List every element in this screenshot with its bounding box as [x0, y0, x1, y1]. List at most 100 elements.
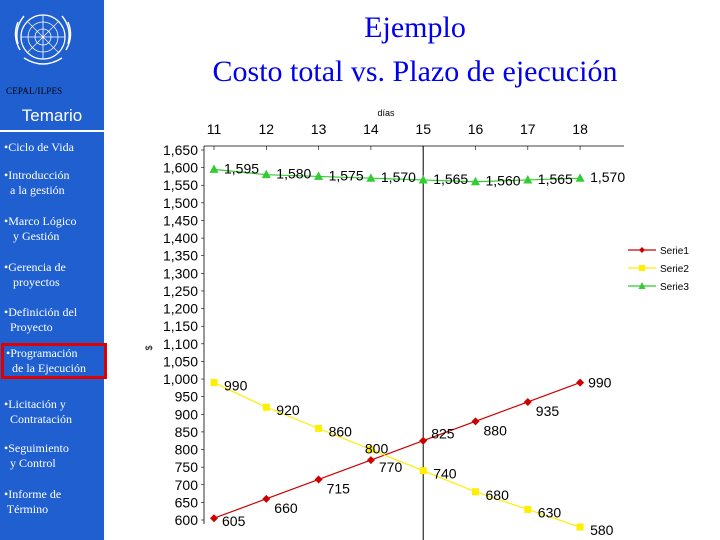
- un-emblem-logo: [14, 14, 72, 65]
- data-label: 860: [329, 423, 353, 439]
- data-point: [209, 164, 219, 173]
- x-axis-title: días: [377, 108, 395, 118]
- y-tick-label: 700: [175, 477, 199, 493]
- x-tick-label: 17: [520, 121, 536, 137]
- sidebar-item-introduccion[interactable]: •Introducción a la gestión: [4, 168, 70, 197]
- legend-marker: [639, 247, 645, 253]
- y-tick-label: 1,600: [163, 160, 198, 176]
- data-label: 920: [276, 402, 300, 418]
- y-tick-label: 800: [175, 442, 199, 458]
- series-line-serie1: [213, 382, 581, 519]
- page-title-line1: Ejemplo: [364, 11, 466, 44]
- x-tick-label: 16: [468, 121, 484, 137]
- data-point: [262, 494, 271, 503]
- data-point: [418, 174, 428, 184]
- sidebar-item-informe[interactable]: •Informe de Término: [4, 487, 62, 516]
- sidebar-item-gerencia[interactable]: •Gerencia de proyectos: [4, 260, 66, 289]
- y-axis-title: $: [144, 345, 154, 350]
- legend-label: Serie2: [660, 264, 689, 275]
- y-tick-label: 600: [175, 512, 199, 528]
- sidebar-heading: Temario: [21, 106, 83, 125]
- data-label: 1,565: [433, 171, 468, 187]
- sidebar-item-marco-logico[interactable]: •Marco Lógico y Gestión: [4, 214, 77, 243]
- sidebar: CEPAL/ILPES Temario •Ciclo de Vida •Intr…: [0, 0, 107, 540]
- data-point: [262, 403, 270, 411]
- y-tick-label: 950: [175, 389, 199, 405]
- x-tick-label: 12: [259, 121, 275, 137]
- x-tick-label: 11: [207, 121, 222, 137]
- y-tick-label: 1,100: [163, 336, 198, 352]
- y-tick-label: 1,550: [163, 177, 198, 193]
- y-tick-label: 750: [175, 459, 199, 475]
- y-tick-label: 1,250: [163, 283, 198, 299]
- data-label: 605: [222, 513, 246, 529]
- y-tick-label: 1,650: [163, 142, 198, 158]
- data-point: [472, 488, 479, 496]
- y-tick-label: 1,400: [163, 230, 198, 246]
- org-label: CEPAL/ILPES: [6, 86, 63, 96]
- y-tick-label: 1,450: [163, 212, 198, 228]
- x-tick-label: 13: [311, 121, 327, 137]
- sidebar-divider: [0, 130, 104, 132]
- data-point: [471, 176, 480, 186]
- data-point: [576, 378, 585, 387]
- x-tick-label: 18: [572, 121, 588, 137]
- data-label: 715: [327, 480, 351, 496]
- y-tick-label: 1,050: [163, 353, 198, 369]
- data-point: [419, 467, 427, 475]
- data-label: 800: [365, 441, 389, 457]
- x-tick-label: 15: [415, 121, 431, 137]
- series-line-serie3: [213, 168, 581, 183]
- data-point: [367, 446, 375, 454]
- data-point: [314, 171, 324, 180]
- data-point: [575, 173, 585, 182]
- data-point: [366, 173, 376, 182]
- data-label: 990: [588, 375, 612, 391]
- y-tick-label: 1,500: [163, 195, 198, 211]
- data-label: 630: [538, 504, 562, 520]
- data-point: [523, 397, 532, 406]
- sidebar-item-ciclo-de-vida[interactable]: •Ciclo de Vida: [4, 140, 74, 154]
- y-tick-label: 1,150: [163, 318, 198, 334]
- data-label: 1,560: [486, 173, 521, 189]
- page-title-line2: Costo total vs. Plazo de ejecución: [212, 55, 618, 88]
- sidebar-item-seguimiento[interactable]: •Seguimiento y Control: [4, 441, 69, 470]
- data-label: 935: [536, 403, 560, 419]
- data-label: 990: [224, 378, 248, 394]
- page-title: Ejemplo Costo total vs. Plazo de ejecuci…: [110, 6, 720, 94]
- data-point: [366, 456, 375, 465]
- sidebar-item-definicion[interactable]: •Definición del Proyecto: [4, 305, 78, 334]
- y-tick-label: 900: [175, 406, 199, 422]
- y-tick-label: 1,000: [163, 371, 198, 387]
- logo-area: CEPAL/ILPES: [0, 0, 104, 104]
- legend-label: Serie3: [660, 282, 689, 293]
- y-tick-label: 1,350: [163, 248, 198, 264]
- legend-marker: [638, 282, 646, 289]
- y-tick-label: 1,200: [163, 301, 198, 317]
- data-point: [261, 169, 271, 179]
- data-point: [210, 514, 218, 523]
- sidebar-item-licitacion[interactable]: •Licitación y Contratación: [4, 397, 72, 426]
- y-tick-label: 850: [175, 424, 199, 440]
- data-point: [210, 379, 218, 387]
- data-label: 740: [433, 466, 457, 482]
- sidebar-item-programacion[interactable]: •Programación de la Ejecución: [1, 343, 107, 379]
- data-label: 1,595: [224, 160, 259, 176]
- data-label: 880: [484, 422, 508, 438]
- cost-vs-duration-chart: 6006507007508008509009501,0001,0501,1001…: [144, 108, 689, 540]
- x-tick-label: 14: [363, 121, 379, 137]
- data-label: 1,575: [329, 167, 364, 183]
- data-label: 825: [431, 426, 455, 442]
- data-point: [523, 174, 533, 184]
- data-label: 680: [486, 487, 510, 503]
- y-tick-label: 650: [175, 494, 199, 510]
- series-line-serie2: [213, 382, 581, 528]
- data-point: [314, 475, 323, 484]
- data-point: [471, 417, 480, 426]
- data-point: [419, 436, 428, 445]
- data-point: [315, 424, 323, 432]
- data-label: 770: [379, 459, 403, 475]
- legend-label: Serie1: [660, 246, 689, 257]
- data-label: 580: [590, 522, 614, 538]
- data-label: 1,570: [590, 169, 625, 185]
